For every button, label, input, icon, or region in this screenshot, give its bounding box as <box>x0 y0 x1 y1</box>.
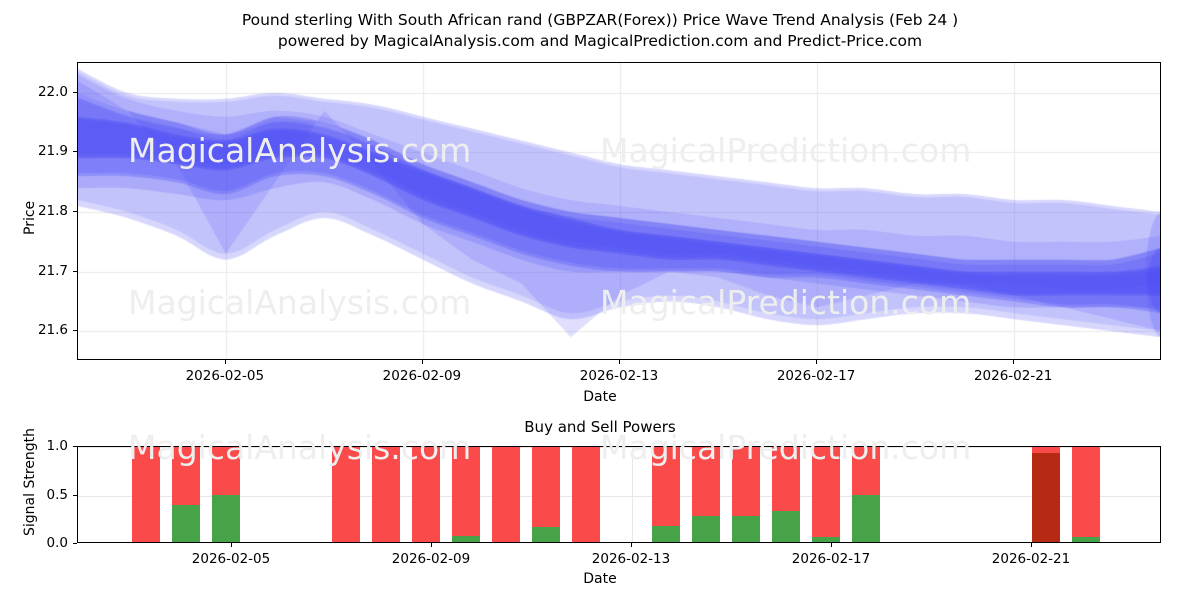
sell-power-segment <box>572 447 600 542</box>
y-tickmark <box>73 211 77 212</box>
signal-y-tick-label: 1.0 <box>46 438 68 454</box>
sell-power-segment <box>652 447 680 526</box>
signal-gridline-v <box>632 447 633 542</box>
signal-x-tick-label: 2026-02-21 <box>991 551 1071 567</box>
sell-power-segment <box>212 447 240 495</box>
signal-x-tick-label: 2026-02-17 <box>791 551 871 567</box>
sell-power-segment <box>332 447 360 542</box>
signal-y-tick-label: 0.5 <box>46 486 68 503</box>
signal-panel-title: Buy and Sell Powers <box>524 418 676 436</box>
signal-bar[interactable] <box>412 447 440 542</box>
buy-power-segment <box>772 510 800 542</box>
signal-x-tickmark <box>431 543 432 547</box>
buy-power-segment <box>732 516 760 542</box>
buy-power-segment <box>532 526 560 542</box>
y-tick-label: 22.0 <box>37 83 68 100</box>
signal-gridline <box>78 447 1160 448</box>
buy-sell-powers-panel <box>77 446 1161 543</box>
signal-bar[interactable] <box>332 447 360 542</box>
signal-bar[interactable] <box>812 447 840 542</box>
signal-bar[interactable] <box>532 447 560 542</box>
signal-x-tickmark <box>631 543 632 547</box>
sell-power-segment <box>1032 447 1060 542</box>
sell-power-segment <box>412 447 440 542</box>
x-tick-label: 2026-02-13 <box>579 368 659 384</box>
signal-y-tickmark <box>73 446 77 447</box>
x-tickmark <box>224 360 226 364</box>
buy-power-segment <box>692 516 720 542</box>
signal-x-tickmark <box>1031 543 1032 547</box>
x-tickmark <box>421 360 423 364</box>
signal-bar[interactable] <box>1032 447 1060 542</box>
y-tick-label: 21.8 <box>37 203 68 219</box>
signal-bar[interactable] <box>692 447 720 542</box>
page-title: Pound sterling With South African rand (… <box>241 11 959 29</box>
signal-y-tick-label: 0.0 <box>46 535 68 551</box>
signal-bar[interactable] <box>1072 447 1100 542</box>
buy-power-segment <box>172 504 200 542</box>
sell-power-segment <box>772 447 800 511</box>
buy-power-segment <box>812 537 840 542</box>
x-tickmark <box>816 360 818 364</box>
signal-bar[interactable] <box>212 447 240 542</box>
sell-power-segment <box>172 447 200 505</box>
signal-axis-title: Signal Strength <box>22 427 38 536</box>
y-tickmark <box>73 330 77 332</box>
price-axis-title: Price <box>22 200 38 235</box>
signal-bar[interactable] <box>772 447 800 542</box>
signal-x-tickmark <box>231 543 232 547</box>
y-tick-label: 21.6 <box>37 322 68 339</box>
sell-power-segment <box>852 447 880 495</box>
date-axis-title-main: Date <box>583 389 617 405</box>
y-tickmark <box>73 270 77 272</box>
buy-power-segment <box>1072 537 1100 542</box>
signal-bar[interactable] <box>372 447 400 542</box>
signal-bar[interactable] <box>732 447 760 542</box>
sell-power-segment <box>1072 447 1100 538</box>
signal-bar[interactable] <box>572 447 600 542</box>
signal-y-tickmark <box>73 543 77 544</box>
sell-power-segment <box>692 447 720 517</box>
signal-bar[interactable] <box>132 447 160 542</box>
sell-power-segment <box>372 447 400 542</box>
x-tickmark <box>619 360 620 364</box>
x-tick-label: 2026-02-05 <box>185 368 265 384</box>
buy-power-segment <box>452 536 480 542</box>
price-wave-chart-panel <box>77 62 1161 360</box>
buy-power-segment <box>852 494 880 542</box>
signal-bar[interactable] <box>452 447 480 542</box>
chart-title-block: Pound sterling With South African rand (… <box>0 10 1200 52</box>
sell-power-highlight <box>1032 447 1060 453</box>
x-tick-label: 2026-02-21 <box>973 368 1053 384</box>
date-axis-title-signal: Date <box>583 571 617 587</box>
signal-bar[interactable] <box>852 447 880 542</box>
page-subtitle: powered by MagicalAnalysis.com and Magic… <box>277 32 923 50</box>
sell-power-segment <box>492 447 520 542</box>
x-tickmark <box>1013 360 1015 364</box>
price-wave-canvas <box>78 63 1160 359</box>
signal-bar[interactable] <box>652 447 680 542</box>
y-tick-label: 21.7 <box>37 262 68 279</box>
signal-x-tick-label: 2026-02-09 <box>391 551 471 567</box>
y-tickmark <box>73 91 77 93</box>
signal-x-tick-label: 2026-02-13 <box>591 551 671 567</box>
buy-power-segment <box>652 525 680 542</box>
y-tick-label: 21.9 <box>37 143 68 160</box>
signal-x-tick-label: 2026-02-05 <box>191 551 271 567</box>
buy-power-segment <box>212 494 240 542</box>
y-tickmark <box>73 151 77 153</box>
sell-power-segment <box>732 447 760 517</box>
signal-bar[interactable] <box>172 447 200 542</box>
x-tick-label: 2026-02-17 <box>776 368 856 384</box>
signal-x-tickmark <box>831 543 832 547</box>
sell-power-segment <box>452 447 480 537</box>
sell-power-segment <box>532 447 560 527</box>
sell-power-segment <box>812 447 840 538</box>
signal-bar[interactable] <box>492 447 520 542</box>
signal-gridline <box>78 496 1160 497</box>
signal-y-tickmark <box>73 494 77 496</box>
sell-power-segment <box>132 447 160 542</box>
x-tick-label: 2026-02-09 <box>382 368 462 384</box>
